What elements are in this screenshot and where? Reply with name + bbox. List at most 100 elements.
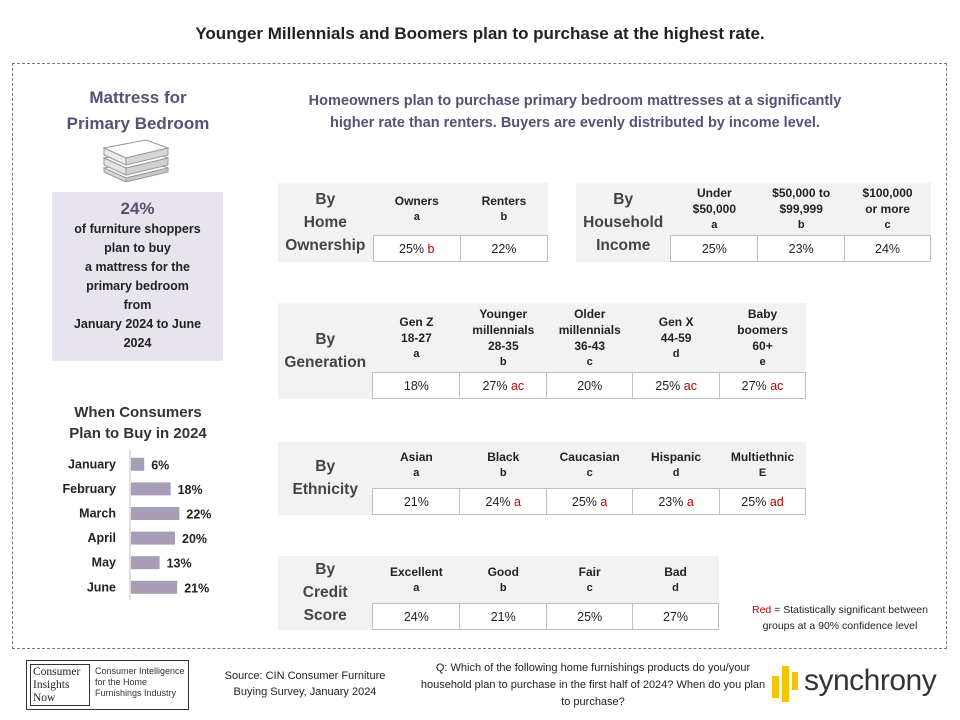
column-header: Fair c [546, 556, 633, 604]
column-name-line: millennials [558, 322, 621, 337]
column-letter: a [413, 211, 420, 223]
row-label-line: By [315, 330, 336, 348]
significance-marker: a [686, 494, 694, 509]
column-header: Renters b [460, 183, 548, 236]
home-ownership-table: By Home Ownership Owners a Renters b 25% b 22% [278, 183, 549, 262]
cin-logo-wordmark: Consumer Insights Now [30, 664, 90, 706]
row-label-line: Household [583, 213, 664, 231]
category-title-line2: Primary Bedroom [66, 114, 210, 133]
bar-category-label: March [79, 507, 116, 521]
column-header: Under $50,000 a [670, 183, 758, 236]
cell-value: 25% [741, 494, 767, 509]
stat-percentage: 24% [120, 199, 155, 218]
cell-value: 27% [482, 378, 508, 393]
timing-chart-title-line2: Plan to Buy in 2024 [69, 425, 207, 442]
cell-value: 24% [875, 241, 901, 256]
column-name-line: Owners [394, 194, 439, 208]
column-header: Black b [459, 442, 547, 489]
cin-logo-line3: Now [33, 692, 56, 704]
bar [131, 482, 171, 496]
column-name-line: millennials [472, 322, 535, 337]
column-name-line: 28-35 [487, 338, 519, 353]
row-label-line: By [315, 190, 336, 208]
table-cell: 22% [459, 235, 549, 262]
significance-legend: Red = Statistically significant between … [740, 602, 940, 634]
synchrony-mark-icon [772, 666, 798, 702]
row-label-line: Home [303, 213, 347, 231]
table-row-label: By Household Income [576, 183, 671, 262]
mattress-icon [102, 139, 170, 182]
stat-callout: 24% of furniture shoppers plan to buy a … [52, 192, 223, 361]
cell-value: 23% [788, 241, 814, 256]
column-name-line: Good [487, 564, 519, 579]
row-label-line: Generation [284, 353, 367, 371]
cell-value: 24% [403, 609, 429, 624]
cell-value: 21% [403, 494, 429, 509]
bar-category-label: April [88, 531, 116, 545]
cell-value: 25% [655, 378, 681, 393]
cell-value: 27% [663, 609, 689, 624]
column-name-line: Under [697, 186, 732, 200]
column-name-line: 60+ [752, 338, 773, 353]
cell-value: 24% [485, 494, 511, 509]
column-letter: c [586, 581, 593, 594]
row-label-line: By [315, 458, 336, 476]
stat-description: of furniture shoppers plan to buy a matt… [73, 222, 202, 350]
column-letter: d [672, 347, 680, 360]
column-name-line: Baby [747, 306, 778, 321]
table-cell: 25% b [372, 235, 461, 262]
column-header: $50,000 to $99,999 b [757, 183, 845, 236]
cell-value: 25% [399, 241, 425, 256]
household-income-table: By Household Income Under $50,000 a $50,000 to… [576, 183, 931, 262]
column-name-line: Bad [664, 564, 687, 579]
column-letter: d [672, 581, 679, 594]
cin-logo: Consumer Insights Now Consumer Intellige… [26, 660, 189, 710]
column-name-line: boomers [737, 322, 788, 337]
column-header: Owners a [373, 183, 461, 236]
row-label-line: Ethnicity [292, 481, 358, 499]
column-letter: c [586, 355, 593, 368]
column-letter: b [499, 467, 507, 479]
column-name-line: Renters [481, 194, 527, 208]
bar-value-label: 18% [178, 483, 203, 497]
significance-marker: a [514, 494, 521, 509]
bar [131, 580, 178, 594]
column-header: Caucasian c [546, 442, 633, 489]
column-header: Hispanic d [632, 442, 720, 489]
significance-marker: ac [683, 378, 697, 393]
column-name-line: $50,000 to [772, 186, 831, 200]
table-cell: 25% [670, 235, 759, 262]
column-letter: c [586, 467, 593, 479]
category-title: Mattress for Primary Bedroom [52, 85, 224, 137]
table-cell: 21% [372, 488, 461, 515]
column-name-line: Older [574, 306, 606, 321]
legend-red-word: Red [752, 604, 772, 616]
bar-category-label: May [92, 556, 116, 570]
bar-value-label: 22% [186, 508, 211, 522]
cell-value: 23% [658, 494, 684, 509]
synchrony-logo: synchrony [770, 662, 950, 706]
page-title: Younger Millennials and Boomers plan to … [195, 24, 765, 43]
synchrony-wordmark: synchrony [804, 664, 937, 697]
column-letter: b [499, 355, 507, 368]
column-header: Younger millennials 28-35 b [459, 303, 547, 373]
row-label-line: By [315, 561, 336, 579]
bar-value-label: 21% [184, 581, 209, 595]
significance-marker: b [427, 241, 435, 256]
table-cell: 24% [844, 235, 931, 262]
column-name-line: or more [865, 202, 910, 216]
column-name-line: Hispanic [651, 450, 702, 464]
table-cell: 25% ac [632, 372, 721, 399]
timing-chart-title-line1: When Consumers [74, 404, 202, 421]
bar-category-label: January [68, 457, 116, 471]
column-name-line: Excellent [390, 564, 443, 579]
generation-table: By Generation Gen Z 18-27 a Younger millennial… [278, 303, 806, 399]
table-cell: 21% [459, 603, 548, 630]
cin-logo-tagline: Consumer Intelligence for the Home Furni… [95, 666, 185, 698]
column-name-line: Gen X [658, 314, 694, 329]
cell-value: 27% [741, 378, 767, 393]
cin-logo-line2: Insights [33, 679, 70, 691]
table-cell: 27% ac [459, 372, 548, 399]
legend-text: = Statistically significant between grou… [762, 604, 928, 632]
bar-value-label: 6% [151, 458, 169, 472]
